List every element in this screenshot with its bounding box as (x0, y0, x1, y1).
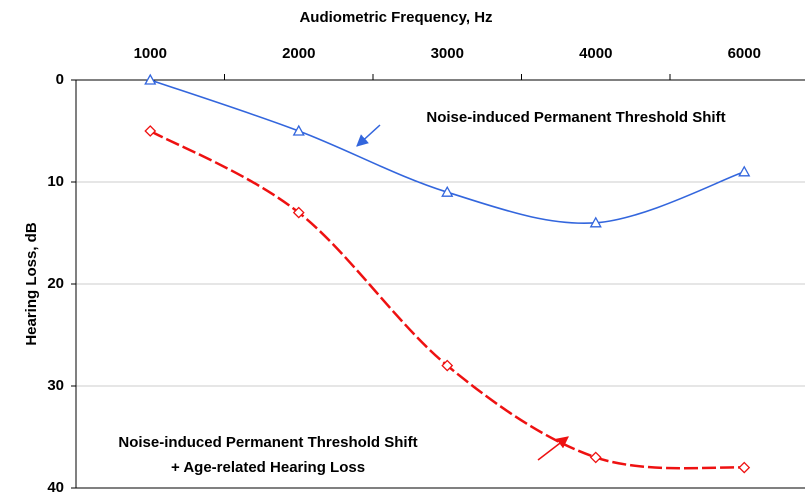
annotation: + Age-related Hearing Loss (171, 459, 365, 476)
annotation: Noise-induced Permanent Threshold Shift (426, 109, 725, 126)
y-tick-label: 40 (47, 479, 64, 495)
data-point (589, 451, 602, 464)
y-axis-title: Hearing Loss, dB (23, 222, 40, 346)
data-point (738, 461, 751, 474)
x-tick-label: 1000 (134, 45, 167, 62)
annotation-arrow (537, 436, 569, 461)
data-point (144, 125, 157, 137)
y-tick-label: 10 (47, 173, 64, 190)
data-point (738, 165, 751, 177)
y-tick-label: 0 (56, 71, 64, 88)
x-tick-label: 2000 (282, 45, 315, 62)
series-line (149, 79, 745, 225)
data-point (441, 185, 454, 197)
series-line (149, 129, 745, 470)
x-tick-label: 3000 (431, 45, 464, 62)
y-tick-label: 20 (47, 275, 64, 292)
data-point (589, 216, 602, 228)
data-point (292, 206, 305, 219)
y-tick-label: 30 (47, 377, 64, 394)
annotation-arrow (356, 124, 381, 147)
annotation: Noise-induced Permanent Threshold Shift (118, 434, 417, 451)
data-point (144, 73, 157, 85)
x-tick-label: 6000 (728, 45, 761, 62)
data-point (441, 359, 454, 372)
data-point (292, 124, 305, 136)
x-axis-title: Audiometric Frequency, Hz (299, 9, 492, 26)
x-tick-label: 4000 (579, 45, 612, 62)
